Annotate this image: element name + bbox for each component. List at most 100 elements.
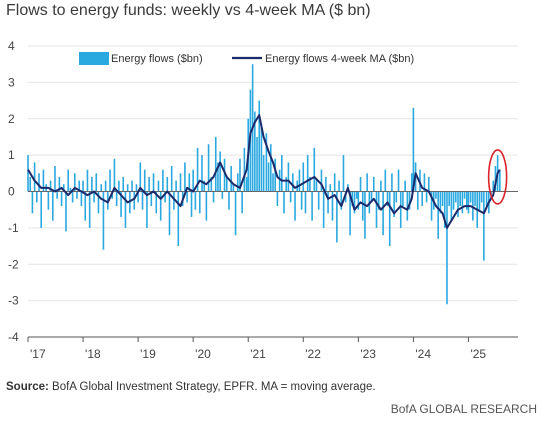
flow-bar bbox=[47, 191, 50, 210]
flow-bar bbox=[454, 191, 457, 203]
y-axis: 4 3 2 1 0 -1 -2 -3 -4 bbox=[8, 39, 19, 344]
flow-bar bbox=[435, 191, 437, 199]
flow-bar bbox=[29, 176, 32, 192]
flow-bar bbox=[135, 184, 138, 192]
flow-bar bbox=[311, 191, 313, 221]
flow-bar bbox=[276, 191, 279, 207]
flow-bar bbox=[388, 191, 391, 247]
legend-line-label: Energy flows 4-week MA ($bn) bbox=[265, 53, 414, 65]
flow-bar bbox=[265, 133, 268, 192]
flow-bar bbox=[278, 169, 281, 192]
flow-bar bbox=[349, 191, 351, 236]
flow-bar bbox=[448, 191, 450, 207]
source-label: Source: bbox=[6, 381, 49, 393]
y-tick-label: 4 bbox=[8, 39, 15, 53]
flow-bar bbox=[272, 173, 274, 192]
flow-bar bbox=[300, 191, 303, 210]
flow-bar bbox=[124, 191, 127, 228]
flow-bar bbox=[340, 191, 343, 210]
flow-bar bbox=[382, 191, 384, 236]
x-tick-label: '23 bbox=[360, 347, 376, 361]
flow-bar bbox=[232, 184, 235, 192]
flow-bar bbox=[93, 191, 95, 203]
flow-bar bbox=[329, 184, 332, 192]
energy-flows-bars bbox=[27, 64, 501, 305]
flow-bar bbox=[210, 176, 213, 192]
flow-bar bbox=[322, 191, 325, 228]
flow-bar bbox=[397, 169, 400, 192]
flow-bar bbox=[258, 100, 261, 192]
x-axis: '17 '18 '19 '20 '21 '22 '23 '24 '25 bbox=[27, 336, 518, 361]
flow-bar bbox=[262, 155, 265, 192]
flow-bar bbox=[27, 155, 29, 192]
flow-bar bbox=[60, 191, 63, 207]
flow-bar bbox=[76, 191, 78, 199]
flow-bar bbox=[118, 180, 120, 192]
flow-bar bbox=[336, 191, 338, 243]
y-tick-label: -4 bbox=[8, 330, 19, 344]
flow-bar bbox=[168, 191, 171, 236]
flow-bar bbox=[141, 191, 144, 210]
y-tick-label: 3 bbox=[8, 75, 15, 89]
flow-bar bbox=[69, 187, 72, 192]
flow-bar bbox=[196, 147, 199, 192]
flow-bar bbox=[439, 191, 442, 214]
flow-bar bbox=[62, 184, 65, 192]
flow-bar bbox=[223, 158, 226, 192]
flow-bar bbox=[84, 191, 87, 221]
flow-bar bbox=[317, 191, 320, 210]
flow-bar bbox=[207, 144, 210, 192]
flow-bar bbox=[461, 191, 464, 214]
flow-bar bbox=[109, 169, 111, 192]
x-tick-label: '19 bbox=[140, 347, 156, 361]
flow-bar bbox=[421, 191, 424, 207]
flow-bar bbox=[184, 162, 186, 192]
x-tick-label: '25 bbox=[470, 347, 486, 361]
flow-bar bbox=[201, 155, 203, 192]
flow-bar bbox=[245, 176, 248, 192]
flow-bar bbox=[386, 191, 389, 207]
flow-bar bbox=[406, 191, 409, 221]
flow-bar bbox=[309, 176, 311, 192]
flow-bar bbox=[225, 176, 228, 192]
flow-bar bbox=[306, 155, 309, 192]
y-tick-label: -1 bbox=[8, 221, 19, 235]
y-tick-label: -2 bbox=[8, 257, 19, 271]
flow-bar bbox=[150, 191, 153, 207]
flow-bar bbox=[450, 191, 453, 221]
flow-bar bbox=[95, 173, 98, 192]
flow-bar bbox=[190, 191, 193, 217]
y-tick-label: -3 bbox=[8, 294, 19, 308]
flow-bar bbox=[359, 176, 362, 192]
flow-bar bbox=[143, 169, 146, 192]
flow-bar bbox=[375, 191, 378, 228]
source-text: BofA Global Investment Strategy, EPFR. M… bbox=[48, 381, 376, 393]
flow-bar bbox=[428, 176, 430, 192]
flow-bar bbox=[159, 191, 162, 221]
flow-bar bbox=[100, 184, 103, 192]
flow-bar bbox=[472, 191, 474, 221]
x-tick-label: '18 bbox=[85, 347, 101, 361]
flow-bar bbox=[120, 191, 122, 217]
flow-bar bbox=[364, 191, 366, 239]
flow-bar bbox=[219, 151, 221, 192]
flow-bar bbox=[384, 169, 387, 192]
x-tick-label: '22 bbox=[305, 347, 321, 361]
flow-bar bbox=[205, 191, 208, 221]
flow-bar bbox=[302, 162, 305, 192]
flow-bar bbox=[372, 176, 375, 192]
flow-bar bbox=[54, 166, 56, 192]
flow-bar bbox=[494, 166, 497, 192]
flow-bar bbox=[67, 169, 69, 192]
flow-bar bbox=[155, 191, 158, 214]
flow-bar bbox=[423, 173, 426, 192]
flow-bar bbox=[173, 191, 175, 210]
flow-bar bbox=[395, 191, 398, 203]
y-tick-label: 2 bbox=[8, 112, 15, 126]
flow-bar bbox=[179, 173, 182, 192]
flow-bar bbox=[437, 191, 439, 239]
flow-bar bbox=[31, 191, 34, 214]
flow-bar bbox=[320, 169, 323, 192]
flow-bar bbox=[355, 191, 358, 199]
flow-bar bbox=[285, 176, 288, 192]
